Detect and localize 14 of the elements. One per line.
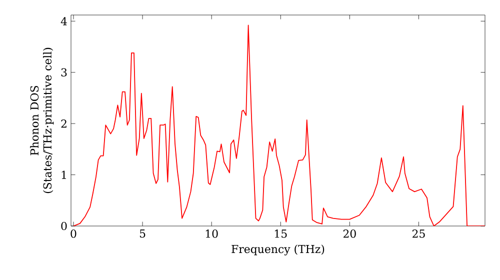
y-tick-label: 4 (60, 17, 67, 26)
y-tick-label: 3 (61, 68, 67, 77)
x-tick-label: 0 (70, 230, 76, 238)
x-axis-title: Frequency (THz) (232, 244, 324, 256)
y-tick-label: 0 (61, 222, 67, 230)
line-series (73, 24, 486, 226)
x-tick-label: 10 (206, 230, 218, 238)
x-tick-label: 5 (140, 230, 146, 238)
y-tick-label: 1 (62, 170, 66, 179)
x-tick-label: 15 (274, 230, 287, 238)
x-tick-label: 20 (343, 230, 356, 238)
x-tick-label: 25 (412, 230, 425, 238)
y-tick-label: 2 (61, 120, 66, 128)
y-axis-title: Phonon DOS (States/THz·primitive cell) (30, 48, 54, 194)
